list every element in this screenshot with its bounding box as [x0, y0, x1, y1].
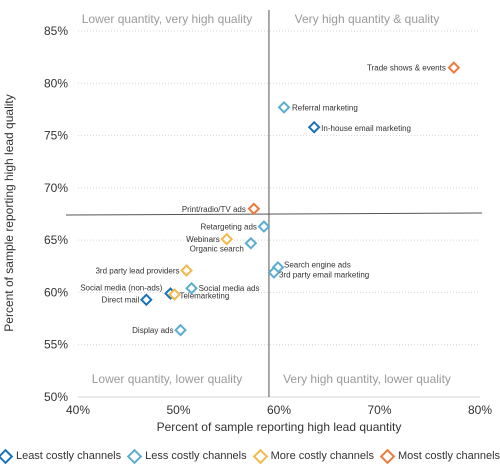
x-axis-ticks: 40% 50% 60% 70% 80%	[66, 403, 492, 417]
y-tick-label: 65%	[44, 233, 68, 247]
data-point-marker	[244, 236, 258, 250]
data-point-label: Social media ads	[199, 284, 260, 293]
quadrant-lines	[65, 10, 483, 397]
legend-label: More costly channels	[270, 450, 374, 462]
data-point-label: 3rd party lead providers	[95, 266, 179, 275]
x-tick-label: 70%	[367, 403, 391, 417]
quadrant-top-left-label: Lower quantity, very high quality	[82, 12, 253, 26]
data-point-label: Display ads	[132, 326, 173, 335]
data-point-marker	[257, 220, 271, 233]
legend-marker	[379, 448, 396, 464]
data-point-label: In-house email marketing	[321, 124, 411, 133]
data-point-marker	[139, 293, 153, 307]
y-tick-label: 70%	[44, 181, 68, 195]
y-tick-label: 85%	[44, 24, 68, 38]
data-point-label: Direct mail	[102, 296, 140, 305]
data-point-marker	[220, 232, 234, 246]
legend-label: Most costly channels	[397, 450, 500, 462]
quadrant-bottom-left-label: Lower quantity, lower quality	[92, 372, 243, 386]
legend-item: More costly channels	[252, 448, 374, 464]
y-tick-label: 55%	[44, 338, 68, 352]
data-point-marker	[277, 100, 291, 114]
data-point-label: Search engine ads	[284, 260, 351, 269]
quadrant-top-right-label: Very high quantity & quality	[295, 12, 440, 26]
x-tick-label: 40%	[66, 403, 90, 417]
data-point-marker	[174, 323, 187, 337]
y-tick-label: 75%	[44, 129, 68, 143]
legend-label: Less costly channels	[145, 450, 247, 462]
data-point-label: Social media (non-ads)	[80, 283, 163, 292]
x-tick-label: 50%	[166, 403, 190, 417]
y-axis-title: Percent of sample reporting high lead qu…	[2, 94, 16, 331]
data-point-marker	[247, 202, 261, 216]
data-point-marker	[168, 288, 181, 301]
x-axis-title: Percent of sample reporting high lead qu…	[157, 420, 402, 434]
scatter-chart: Lower quantity, very high quality Very h…	[2, 10, 492, 434]
x-tick-label: 60%	[267, 403, 291, 417]
y-axis-ticks: 50% 55% 60% 65% 70% 75% 80% 85%	[44, 24, 68, 404]
data-point-label: Referral marketing	[292, 103, 358, 112]
data-point-label: Retargeting ads	[200, 223, 256, 232]
data-point-label: Webinars	[186, 235, 220, 244]
grid-lines	[78, 30, 480, 398]
y-tick-label: 80%	[44, 76, 68, 90]
data-point-marker	[307, 120, 321, 134]
y-tick-label: 50%	[44, 390, 68, 404]
legend-marker	[0, 448, 14, 464]
legend-item: Least costly channels	[0, 448, 122, 464]
data-point-label: Print/radio/TV ads	[182, 205, 246, 214]
data-point-marker	[180, 264, 193, 277]
legend-label: Least costly channels	[15, 450, 122, 462]
quadrant-bottom-right-label: Very high quantity, lower quality	[283, 372, 451, 386]
data-point-marker	[267, 266, 281, 279]
quadrant-horizontal-line	[65, 212, 483, 216]
data-points: In-house email marketing Social media (no…	[80, 61, 461, 337]
data-point-label: Organic search	[190, 244, 244, 253]
legend-item: Most costly channels	[379, 448, 500, 464]
legend-marker	[252, 448, 268, 464]
data-point-label: Trade shows & events	[367, 64, 446, 73]
y-tick-label: 60%	[44, 285, 68, 299]
data-point-marker	[185, 281, 198, 295]
data-point-label: Telemarketing	[179, 292, 229, 301]
legend-item: Less costly channels	[126, 448, 247, 464]
quadrant-labels: Lower quantity, very high quality Very h…	[82, 12, 451, 386]
legend: Least costly channels Less costly channel…	[0, 446, 500, 466]
data-point-label: 3rd party email marketing	[279, 271, 369, 280]
data-point-marker	[447, 61, 461, 74]
legend-marker	[126, 448, 143, 464]
x-tick-label: 80%	[468, 403, 492, 417]
